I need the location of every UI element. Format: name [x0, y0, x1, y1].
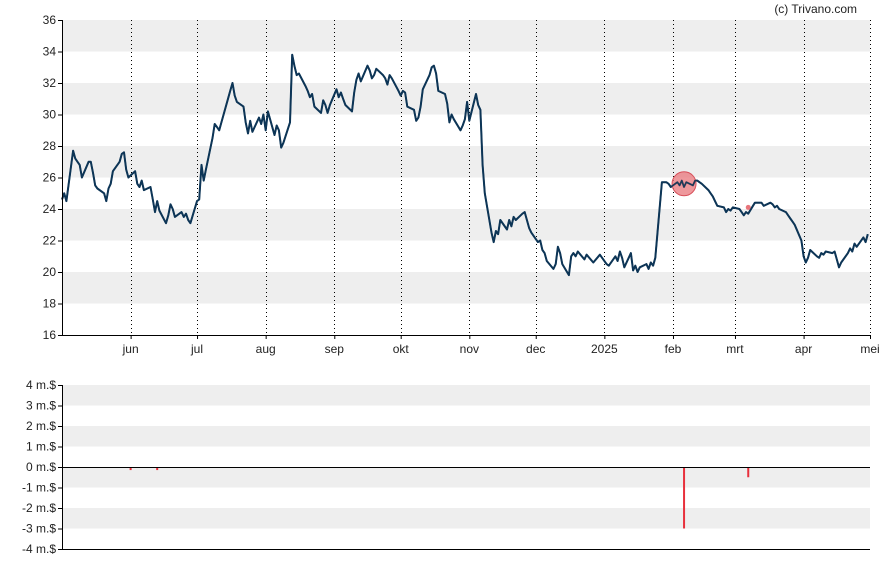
volume-y-tick-label: 3 m.$ [26, 399, 56, 413]
price-band [62, 20, 870, 52]
price-x-tick-label: mrt [726, 342, 744, 356]
volume-bar [129, 467, 132, 471]
volume-y-tick-label: -1 m.$ [22, 481, 56, 495]
price-y-tick-label: 16 [43, 328, 57, 342]
price-y-tick-label: 28 [43, 139, 57, 153]
price-line-overlay [61, 53, 869, 276]
volume-y-ticks: -4 m.$ -3 m.$ -2 m.$ -1 m.$ 0 m.$ 1 m.$ 2 m.$ 3… [22, 378, 62, 556]
event-marker [745, 204, 751, 210]
volume-bar [683, 467, 686, 529]
price-vertical-grid [131, 20, 871, 335]
price-bands [62, 20, 870, 304]
price-band [62, 272, 870, 304]
price-y-ticks: 16 18 20 22 24 26 28 30 32 34 36 [43, 13, 62, 342]
price-y-tick-label: 34 [43, 45, 57, 59]
price-x-tick-label: feb [665, 342, 682, 356]
price-x-tick-label: apr [795, 342, 812, 356]
price-y-tick-label: 24 [43, 202, 57, 216]
price-y-tick-label: 36 [43, 13, 57, 27]
volume-bar [747, 467, 750, 478]
price-x-tick-label: aug [256, 342, 276, 356]
price-x-tick-label: jul [190, 342, 203, 356]
price-x-tick-label: sep [325, 342, 345, 356]
volume-bands [62, 385, 870, 529]
price-y-tick-label: 26 [43, 171, 57, 185]
price-y-tick-label: 20 [43, 265, 57, 279]
credit-label: (c) Trivano.com [774, 2, 857, 16]
price-x-tick-label: mei [860, 342, 879, 356]
volume-band [62, 385, 870, 406]
volume-y-tick-label: -4 m.$ [22, 542, 56, 556]
event-marker [671, 171, 697, 197]
volume-y-tick-label: 1 m.$ [26, 440, 56, 454]
volume-band [62, 426, 870, 447]
price-x-ticks: jun jul aug sep okt nov dec 2025 feb mrt apr mei [122, 335, 880, 356]
volume-band [62, 467, 870, 488]
price-band [62, 146, 870, 178]
price-x-tick-label: okt [393, 342, 410, 356]
price-y-tick-label: 30 [43, 108, 57, 122]
volume-y-tick-label: -2 m.$ [22, 501, 56, 515]
volume-y-tick-label: 2 m.$ [26, 419, 56, 433]
price-x-tick-label: 2025 [591, 342, 618, 356]
volume-axes [62, 385, 870, 550]
volume-band [62, 508, 870, 529]
price-x-tick-label: dec [526, 342, 545, 356]
volume-bar [156, 467, 159, 471]
price-y-tick-label: 18 [43, 297, 57, 311]
price-markers [61, 53, 869, 276]
price-x-tick-label: nov [460, 342, 479, 356]
volume-y-tick-label: 4 m.$ [26, 378, 56, 392]
price-y-tick-label: 32 [43, 76, 57, 90]
volume-y-tick-label: -3 m.$ [22, 522, 56, 536]
volume-y-tick-label: 0 m.$ [26, 460, 56, 474]
price-y-tick-label: 22 [43, 234, 57, 248]
volume-bars [129, 467, 750, 529]
price-x-tick-label: jun [122, 342, 139, 356]
